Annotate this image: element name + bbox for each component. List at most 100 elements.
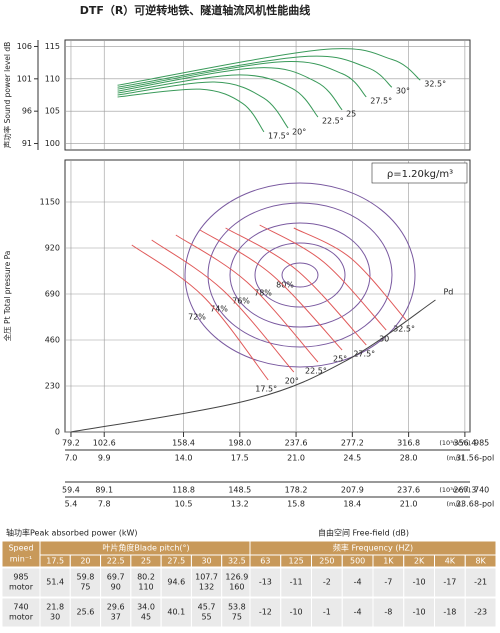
x-unit: (m/s)	[447, 500, 464, 508]
annotation-box	[371, 162, 468, 184]
table-cell	[1, 597, 41, 628]
table-cell	[280, 567, 312, 598]
efficiency-label: 76%	[232, 297, 250, 306]
table-cell-text: 160	[229, 583, 244, 592]
table-header: 250	[319, 557, 334, 566]
series-label: 17.5°	[255, 385, 277, 394]
series-label: 32.5°	[393, 325, 415, 334]
y-tick-label: 920	[45, 244, 60, 253]
y-tick-label: 0	[55, 428, 60, 437]
y2-tick-label: 91	[22, 139, 32, 148]
table-header: 8K	[475, 557, 486, 566]
table-cell	[130, 567, 162, 598]
table-cell	[190, 597, 223, 628]
table-cell-text: 21.8	[46, 603, 64, 612]
table-cell-text: motor	[9, 613, 34, 622]
table-cell-text: -17	[443, 578, 456, 587]
table-header: 17.5	[46, 557, 64, 566]
series-line	[175, 234, 319, 363]
efficiency-contour	[229, 222, 371, 328]
table-header: 25	[141, 557, 151, 566]
x-scale-label: 7.0	[65, 454, 78, 463]
x-scale-label: 207.9	[341, 486, 364, 495]
x-scale-label: 21.0	[287, 454, 305, 463]
x-scale-label: 89.1	[95, 486, 113, 495]
x-scale-label: 15.8	[287, 500, 305, 509]
table-cell-text: -23	[474, 608, 487, 617]
x-scale-label: 31.5	[456, 454, 474, 463]
table-cell	[249, 567, 282, 598]
table-cell	[1, 540, 41, 568]
y-tick-label: 690	[45, 290, 60, 299]
table-cell	[221, 597, 253, 628]
series-line	[131, 244, 269, 381]
series-line	[117, 74, 319, 118]
series-label: 30°	[396, 87, 410, 96]
series-label: 32.5°	[424, 80, 446, 89]
table-header: 63	[260, 557, 270, 566]
page-title: DTF（R）可逆转地铁、隧道轴流风机性能曲线	[80, 3, 311, 17]
table-header: 500	[350, 557, 365, 566]
table-cell-text: -18	[443, 608, 456, 617]
series-label: 20°	[285, 377, 299, 386]
speed-label: 985	[474, 439, 489, 448]
x-scale-label: 21.0	[400, 500, 418, 509]
x-unit: (m/s)	[447, 454, 464, 462]
poles-label: 8-pol	[474, 500, 494, 509]
table-cell	[311, 597, 343, 628]
table-header: 20	[80, 557, 90, 566]
x-scale-label: 7.8	[98, 500, 111, 509]
note: 自由空间 Free-field (dB)	[318, 528, 409, 538]
speed-label: 740	[474, 486, 489, 495]
table-cell-text: -7	[384, 578, 392, 587]
series-line	[293, 227, 407, 321]
table-header: min⁻¹	[10, 555, 33, 564]
series-label: 22.5°	[305, 367, 327, 376]
efficiency-label: 80%	[276, 281, 294, 290]
x-tick-label: 198.0	[228, 439, 251, 448]
table-cell-text: 30	[50, 613, 60, 622]
table-cell-text: -10	[413, 578, 426, 587]
table-cell-text: 51.4	[46, 578, 64, 587]
plot-frame	[64, 39, 471, 151]
y2-tick-label: 96	[22, 107, 32, 116]
table-cell-text: 55	[201, 613, 211, 622]
y-tick-label: 110	[45, 74, 60, 83]
table-cell	[464, 597, 497, 628]
table-cell-text: 59.8	[77, 573, 95, 582]
y-tick-label: 230	[45, 382, 60, 391]
table-cell-text: -13	[259, 578, 272, 587]
table-header: 22.5	[107, 557, 125, 566]
table-cell-text: -4	[354, 578, 362, 587]
table-cell-text: 75	[232, 613, 242, 622]
y-tick-label: 105	[45, 107, 60, 116]
table-cell-text: -12	[259, 608, 272, 617]
efficiency-contour	[254, 242, 346, 308]
series-label: 27.5°	[370, 96, 392, 105]
table-cell	[341, 597, 374, 628]
table-cell-text: 45	[141, 613, 151, 622]
table-cell-text: 126.9	[225, 573, 248, 582]
series-line	[117, 88, 265, 133]
table-header: 32.5	[228, 557, 246, 566]
table-cell-text: -21	[474, 578, 487, 587]
x-scale-label: 10.5	[175, 500, 193, 509]
table-cell	[69, 567, 102, 598]
table-cell-text: 69.7	[107, 573, 125, 582]
x-scale-label: 237.6	[397, 486, 420, 495]
x-tick-label: 158.4	[172, 439, 195, 448]
table-cell-text: 80.2	[137, 573, 155, 582]
efficiency-label: 72%	[188, 313, 206, 322]
table-cell-text: -10	[413, 608, 426, 617]
table-cell-text: 985	[13, 573, 28, 582]
table-cell	[100, 567, 132, 598]
table-cell	[464, 567, 497, 598]
series-label: 22.5°	[322, 117, 344, 126]
table-cell-text: 90	[111, 583, 121, 592]
table-header: 30	[201, 557, 211, 566]
table-cell	[130, 597, 162, 628]
table-cell	[190, 567, 223, 598]
x-unit: (10³m³/h)	[439, 486, 470, 494]
series-line	[117, 55, 393, 88]
table-cell	[434, 567, 466, 598]
